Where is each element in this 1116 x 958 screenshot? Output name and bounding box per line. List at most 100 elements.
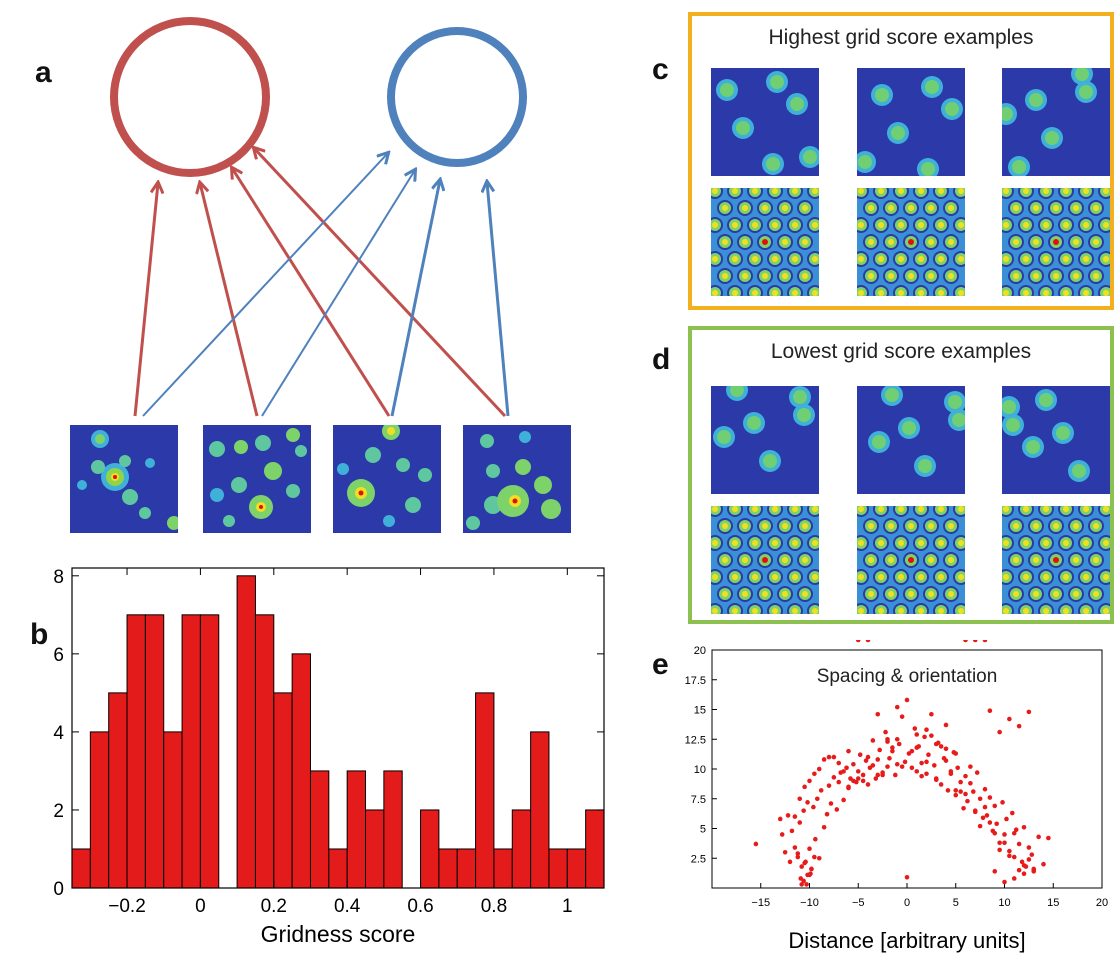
histogram-bar: [181, 614, 201, 889]
y-tick-label: 7.5: [691, 794, 706, 806]
blue-output-node: [387, 27, 527, 167]
scatter-point: [779, 832, 785, 837]
scatter-point: [914, 769, 920, 774]
scatter-point: [929, 733, 934, 738]
plot-frame: [71, 567, 605, 889]
scatter-point: [958, 789, 963, 794]
scatter-point: [1011, 830, 1017, 836]
scatter-point: [789, 828, 795, 834]
spacing-orientation-scatter: −15 −10 −5 0 5 10 15 20 2.5 5 7.5 10 12.5 15 17.5 20 Spa…: [685, 640, 1108, 953]
scatter-point: [961, 805, 966, 811]
histogram-bar: [365, 809, 385, 889]
scatter-point: [987, 795, 993, 800]
scatter-point: [875, 711, 881, 717]
scatter-point: [792, 845, 798, 850]
scatter-point: [846, 748, 851, 754]
scatter-point: [1004, 816, 1009, 822]
low-score-autocorrelogram: [853, 501, 969, 619]
scatter-point: [836, 760, 842, 766]
scatter-point: [890, 748, 895, 754]
scatter-point: [855, 640, 861, 643]
scatter-point: [987, 708, 993, 713]
histogram-bar: [108, 692, 128, 889]
blue-arrow-2: [261, 170, 415, 417]
y-tick-label: 8: [53, 567, 64, 588]
scatter-point: [919, 773, 924, 779]
scatter-point: [922, 734, 927, 740]
histogram-bar: [328, 848, 348, 889]
scatter-point: [909, 748, 915, 754]
scatter-point: [1026, 845, 1032, 850]
blue-arrow-4: [487, 182, 510, 417]
scatter-point: [982, 640, 988, 643]
scatter-point: [795, 851, 801, 856]
scatter-point: [896, 741, 902, 747]
scatter-point: [971, 789, 976, 794]
scatter-point: [1021, 863, 1027, 868]
scatter-point: [885, 739, 890, 744]
scatter-point: [860, 778, 866, 784]
scatter-point: [812, 854, 817, 860]
scatter-point: [914, 732, 920, 737]
x-tick-label: −0.2: [108, 896, 146, 917]
blue-arrow-3: [390, 180, 440, 417]
highest-grid-score-box: Highest grid score examples: [688, 12, 1114, 310]
scatter-point: [1019, 859, 1025, 865]
histogram-bar: [71, 848, 91, 889]
red-arrow-1: [133, 183, 158, 417]
scatter-point: [1002, 879, 1007, 885]
low-score-rate-map: [711, 379, 819, 494]
red-arrow-4: [254, 148, 507, 418]
scatter-point: [802, 860, 807, 866]
scatter-point: [813, 836, 818, 842]
histogram-bar: [438, 848, 458, 889]
scatter-point: [1016, 723, 1022, 729]
panel-label-a: a: [35, 56, 52, 89]
highest-grid-score-title: Highest grid score examples: [768, 26, 1034, 49]
scatter-point: [804, 882, 809, 887]
histogram-bar: [420, 809, 440, 889]
scatter-point: [865, 754, 871, 760]
scatter-point: [844, 765, 849, 771]
scatter-point: [938, 782, 944, 787]
scatter-point: [982, 804, 988, 810]
scatter-point: [997, 847, 1002, 853]
scatter-point: [894, 704, 900, 710]
scatter-point: [851, 778, 856, 784]
scatter-point: [816, 766, 822, 772]
scatter-point: [887, 755, 892, 761]
histogram-bar: [163, 731, 183, 889]
scatter-point: [787, 859, 793, 865]
histogram-bar: [383, 770, 403, 889]
scatter-point: [912, 726, 918, 731]
scatter-point: [992, 830, 998, 836]
scatter-point: [870, 738, 876, 743]
histogram-bar: [254, 614, 275, 889]
input-rate-map-1: [70, 425, 181, 533]
scatter-point: [805, 800, 810, 805]
scatter-point: [801, 808, 806, 813]
scatter-point: [933, 741, 939, 747]
panel-label-c: c: [652, 53, 669, 86]
input-rate-map-2: [203, 425, 311, 533]
x-tick-label: −10: [800, 897, 819, 909]
scatter-point: [816, 855, 822, 861]
panel-label-e: e: [652, 648, 669, 681]
scatter-point: [870, 763, 876, 768]
y-tick-label: 10: [694, 764, 706, 776]
x-tick-label: −5: [852, 897, 865, 909]
x-tick-label: 0: [904, 897, 910, 909]
x-tick-label: 20: [1096, 897, 1108, 909]
scatter-point: [831, 775, 837, 780]
y-tick-label: 12.5: [685, 734, 706, 746]
red-arrow-3: [232, 168, 391, 417]
histogram-bar: [291, 653, 311, 889]
scatter-point: [899, 764, 905, 769]
scatter-point: [785, 813, 791, 818]
histogram-bar: [530, 731, 550, 889]
scatter-point: [807, 778, 812, 784]
scatter-point: [953, 751, 959, 756]
histogram-bar: [511, 809, 532, 889]
scatter-point: [801, 878, 806, 884]
y-tick-label: 0: [53, 879, 64, 900]
